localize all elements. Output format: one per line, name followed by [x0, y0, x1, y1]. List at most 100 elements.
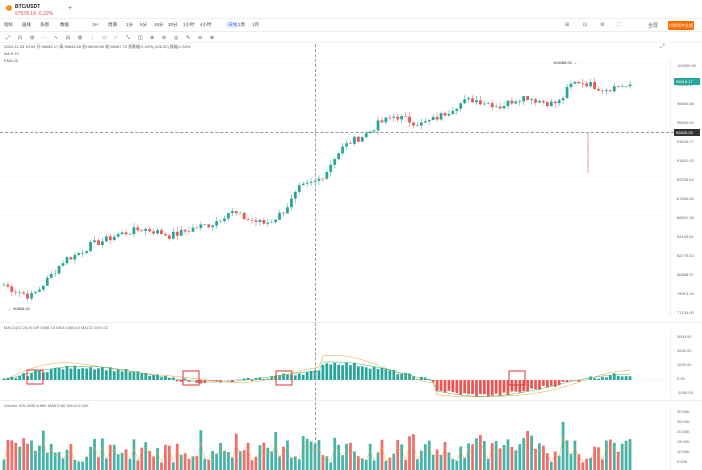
macd-bar [337, 364, 341, 380]
candle-body [435, 116, 439, 120]
volume-bar [120, 452, 124, 470]
volume-bar [227, 452, 230, 470]
macd-bar [164, 375, 167, 380]
volume-bar [85, 456, 89, 470]
macd-dif-line [3, 355, 631, 397]
volume-bar [282, 446, 285, 470]
macd-bar [396, 374, 400, 380]
toolbar-item[interactable]: 1月 [252, 22, 260, 27]
candle-body [345, 143, 348, 147]
toolbar-right-item[interactable]: ⊞ [565, 22, 570, 28]
toolbar-right-item[interactable]: ⛶ [617, 22, 621, 28]
candle-body [329, 164, 333, 172]
toolbar-item[interactable]: 画线 [22, 22, 31, 27]
drawing-tool-icon[interactable]: ⊖ [198, 35, 203, 41]
candle-body [502, 106, 506, 109]
candle-body [34, 291, 37, 293]
drawing-tool-icon[interactable]: ⊡ [18, 35, 23, 41]
volume-chart[interactable] [0, 408, 670, 470]
macd-bar [494, 380, 498, 394]
drawing-tool-icon[interactable]: ⊗ [210, 35, 215, 41]
toolbar-item[interactable]: 1H [92, 22, 98, 27]
volume-bar [156, 447, 159, 470]
drawing-tool-icon[interactable]: ⋮ [90, 35, 95, 41]
pro-version-button[interactable]: 切换到专业版 [668, 21, 694, 30]
volume-bar [179, 454, 183, 470]
volume-bar [2, 459, 6, 470]
symbol-tab[interactable]: BTC/USDT 97978.18 -0.22% [6, 3, 66, 19]
volume-bar [534, 448, 537, 470]
candle-body [427, 120, 431, 122]
candle-body [510, 100, 514, 104]
toolbar-right-item[interactable]: ⊡ [583, 22, 588, 28]
candle-body [65, 257, 69, 264]
price-axis-label: 91651.03 [677, 158, 694, 163]
toolbar-item[interactable]: 30分 [168, 22, 178, 27]
toolbar-item[interactable]: 数据 [60, 22, 69, 27]
drawing-tool-icon[interactable]: ▭ [102, 35, 107, 41]
macd-bar [10, 376, 14, 380]
drawing-tool-icon[interactable]: ⊞ [30, 35, 35, 41]
drawing-tool-icon[interactable]: ◎ [174, 35, 179, 41]
toolbar-item[interactable]: 5分 [140, 22, 148, 27]
toolbar-right-item[interactable]: 全屏 [648, 23, 659, 29]
add-tab-icon[interactable]: + [68, 5, 73, 12]
divider [0, 322, 702, 323]
drawing-tool-icon[interactable]: ⊟ [66, 35, 71, 41]
toolbar-item[interactable]: 1分 [126, 22, 134, 27]
macd-bar [156, 374, 159, 380]
candle-body [624, 86, 628, 87]
macd-bar [439, 380, 443, 391]
volume-bar [321, 455, 325, 470]
toolbar-item[interactable]: 4小时 [200, 22, 212, 27]
candle-body [475, 100, 478, 103]
macd-bar [597, 378, 600, 380]
toolbar-item[interactable]: 多图 [40, 22, 49, 27]
toolbar-item[interactable]: 指标 [4, 22, 13, 27]
drawing-tool-icon[interactable]: ◫ [138, 35, 143, 41]
volume-bar [341, 455, 344, 470]
macd-bar [38, 370, 41, 380]
drawing-tool-icon[interactable]: ⊘ [162, 35, 167, 41]
candlestick-chart[interactable] [0, 60, 670, 316]
toolbar-item[interactable]: 1周 [238, 22, 246, 27]
drawing-tool-icon[interactable]: ⤢ [6, 35, 11, 41]
macd-bar [108, 367, 112, 380]
drawing-tool-icon[interactable]: ⊕ [150, 35, 155, 41]
volume-bar [309, 441, 313, 470]
toolbar-item[interactable]: 周期 [108, 22, 117, 27]
volume-bar [183, 453, 187, 470]
candle-body [148, 228, 152, 232]
candle-body [530, 99, 533, 101]
toolbar-item[interactable]: 日线 [226, 22, 239, 28]
drawing-tool-icon[interactable]: ✎ [186, 35, 191, 41]
toolbar-item[interactable]: 15分 [154, 22, 164, 27]
candle-body [593, 82, 596, 90]
toolbar-right-item[interactable]: ⚙ [600, 22, 605, 28]
price-axis-label: 82775.53 [677, 253, 694, 258]
volume-bar [112, 444, 116, 470]
volume-bar [412, 434, 415, 470]
drawing-tool-icon[interactable]: ⤡ [126, 35, 131, 41]
candle-body [589, 82, 593, 87]
volume-bar [53, 452, 57, 470]
drawing-tool-icon[interactable]: ⟋ [114, 35, 118, 41]
volume-bar [620, 443, 624, 470]
candle-body [534, 99, 537, 103]
toolbar-item[interactable]: 1小时 [183, 22, 195, 27]
expand-icon[interactable]: ⤢ [660, 44, 665, 50]
volume-bar [160, 462, 163, 470]
volume-bar [569, 453, 573, 470]
candle-body [124, 232, 128, 235]
drawing-tool-icon[interactable]: ⊠ [78, 35, 83, 41]
drawing-tool-icon[interactable]: ∿ [54, 35, 59, 41]
volume-bar [577, 454, 581, 470]
candle-body [112, 236, 116, 241]
volume-bar [368, 443, 372, 470]
volume-bar [388, 457, 392, 470]
macd-chart[interactable] [0, 330, 670, 398]
drawing-tool-icon[interactable]: ⋯ [42, 35, 47, 41]
candle-body [423, 121, 427, 123]
volume-bar [57, 452, 61, 470]
volume-bar [301, 436, 305, 470]
